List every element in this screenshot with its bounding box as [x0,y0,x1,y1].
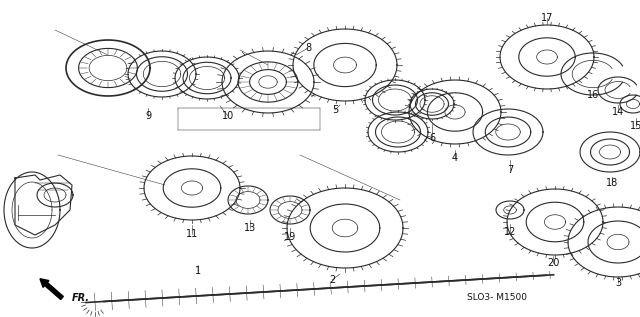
Text: 7: 7 [507,165,513,175]
Text: 2: 2 [329,275,335,285]
Text: 20: 20 [547,258,559,268]
Text: 19: 19 [284,232,296,242]
Text: 3: 3 [615,278,621,288]
Text: FR.: FR. [72,293,90,303]
Text: 15: 15 [630,121,640,131]
Text: 14: 14 [612,107,624,117]
Text: 16: 16 [587,90,599,100]
Text: 5: 5 [332,105,338,115]
Text: 17: 17 [541,13,553,23]
Text: 6: 6 [429,133,435,143]
Text: 9: 9 [145,111,151,121]
Text: 1: 1 [195,266,201,276]
Text: 18: 18 [606,178,618,188]
Text: 12: 12 [504,227,516,237]
Text: 13: 13 [244,223,256,233]
Text: 10: 10 [222,111,234,121]
Text: 11: 11 [186,229,198,239]
Text: SLO3- M1500: SLO3- M1500 [467,294,527,302]
Text: 8: 8 [305,43,311,53]
Text: 4: 4 [452,153,458,163]
FancyArrow shape [40,279,63,300]
